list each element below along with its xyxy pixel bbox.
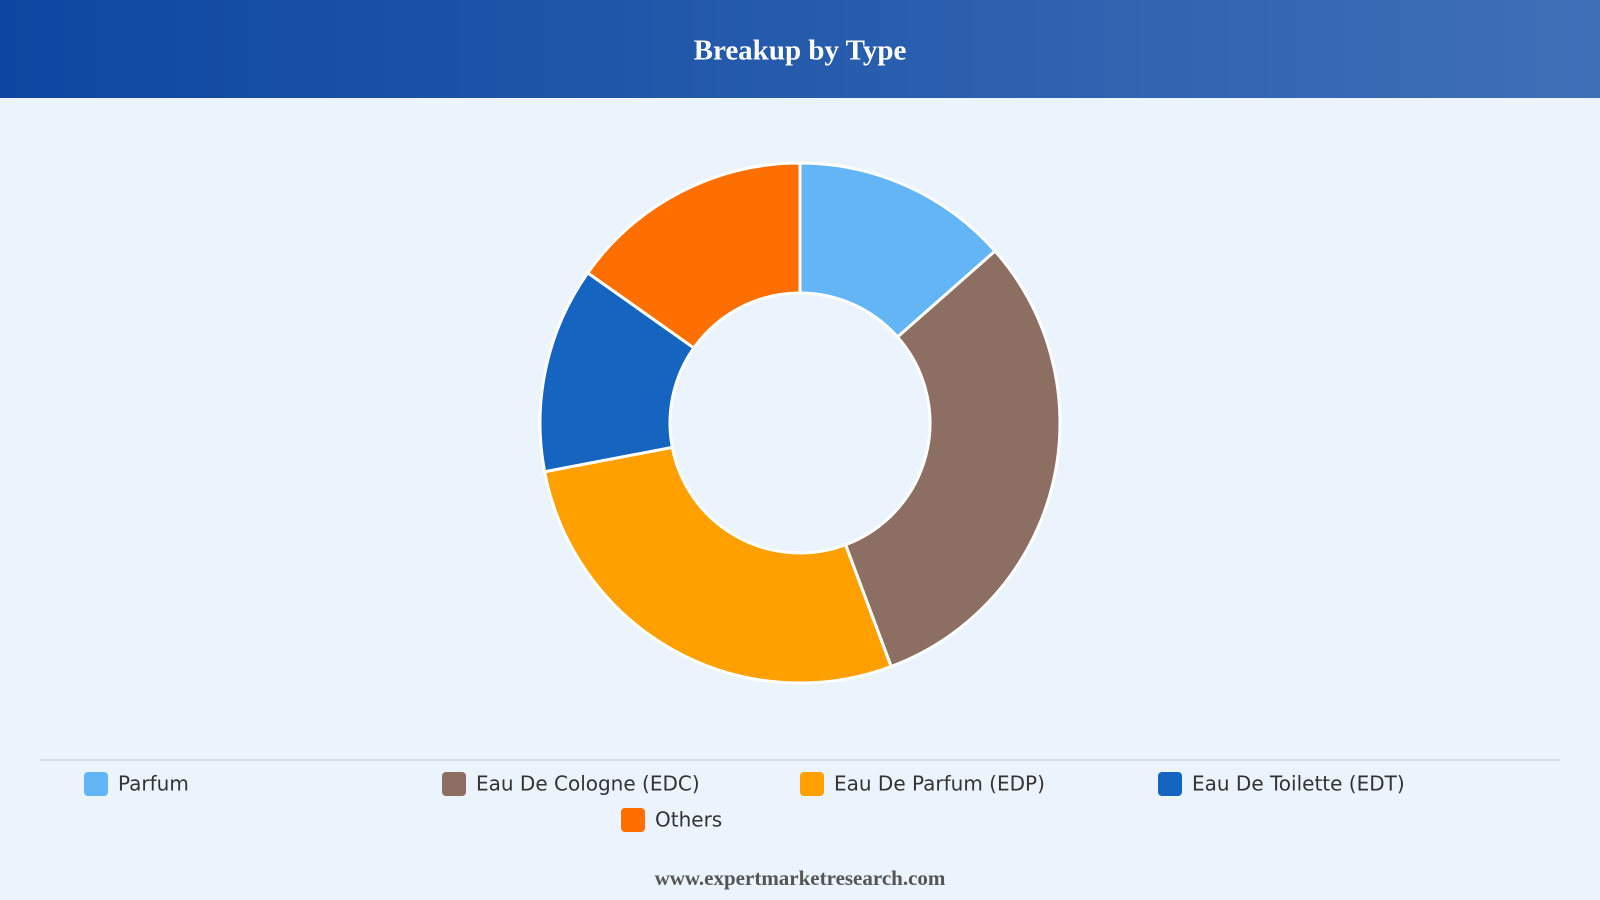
header-bar [0, 0, 1600, 98]
legend-label: Eau De Toilette (EDT) [1192, 772, 1405, 796]
chart-title: Breakup by Type [694, 35, 907, 67]
legend-swatch [84, 772, 108, 796]
legend-swatch [442, 772, 466, 796]
legend-swatch [800, 772, 824, 796]
legend-label: Eau De Parfum (EDP) [834, 772, 1045, 796]
legend-swatch [621, 808, 645, 832]
donut-slice [843, 248, 1062, 669]
legend-label: Parfum [118, 772, 189, 796]
donut-slice [542, 445, 894, 685]
legend-label: Eau De Cologne (EDC) [476, 772, 700, 796]
legend-swatch [1158, 772, 1182, 796]
donut-slice [585, 161, 802, 351]
legend-label: Others [655, 808, 722, 832]
footer-text: www.expertmarketresearch.com [655, 866, 946, 890]
